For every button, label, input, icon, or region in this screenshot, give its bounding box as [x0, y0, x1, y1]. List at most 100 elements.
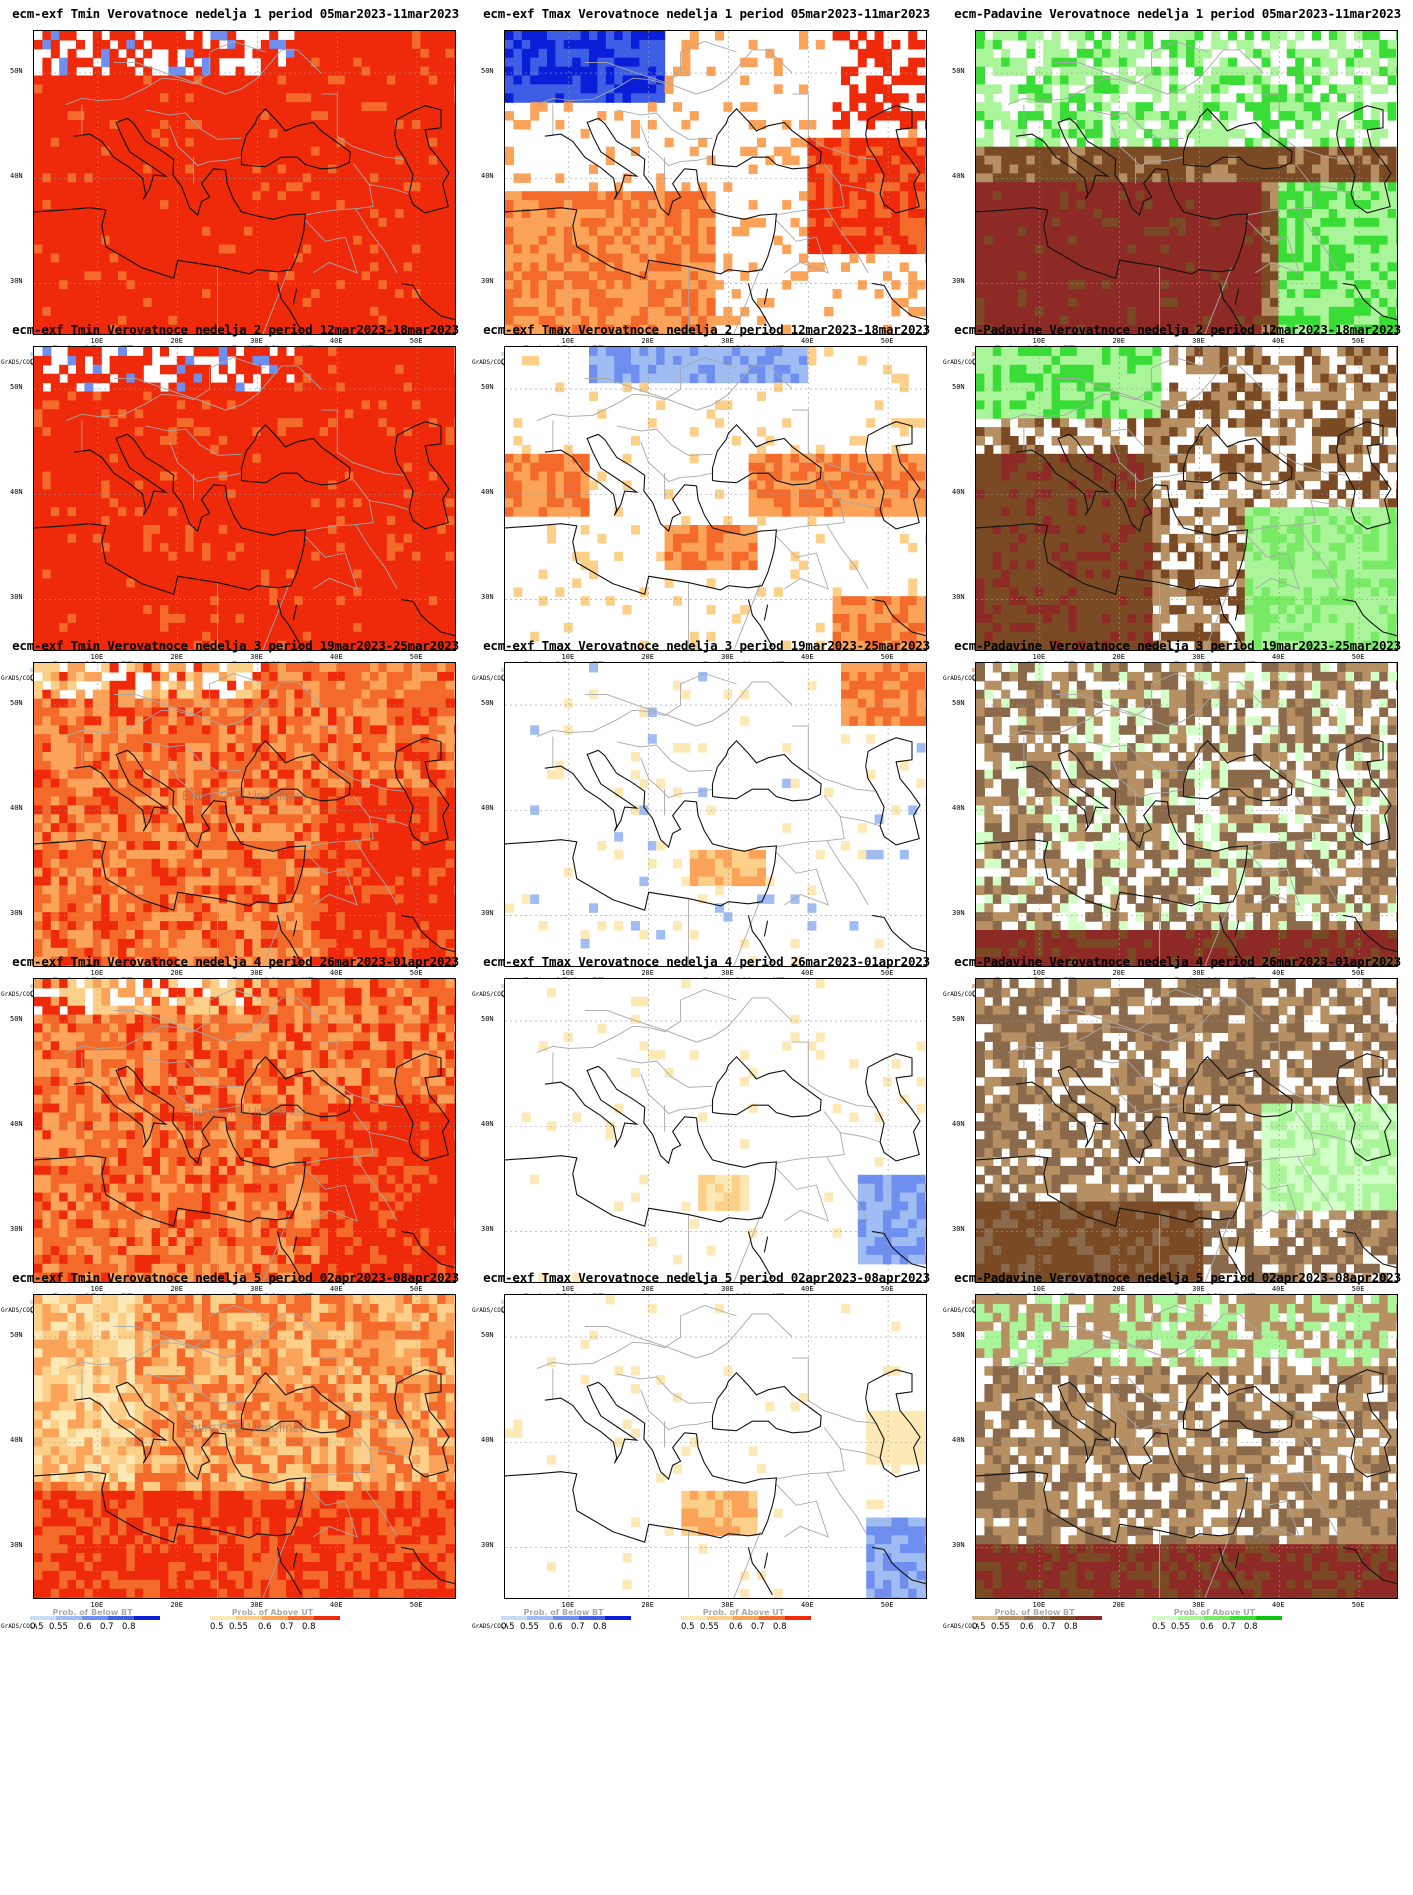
- longitude-label: 10E: [90, 969, 104, 977]
- forecast-panel: ecm-exf Tmin Verovatnoce nedelja 4 perio…: [0, 948, 471, 1327]
- forecast-map-canvas: [976, 979, 1397, 1282]
- legend-title: Prob. of Below BT: [994, 1608, 1075, 1617]
- latitude-label: 50N: [481, 67, 494, 76]
- longitude-label: 50E: [880, 337, 894, 345]
- graticule: [976, 31, 1397, 334]
- longitude-label: 10E: [90, 653, 104, 661]
- latitude-label: 40N: [952, 172, 965, 181]
- latitude-label: 40N: [952, 1120, 965, 1129]
- longitude-label: 40E: [329, 1285, 343, 1293]
- longitude-label: 20E: [1112, 1601, 1125, 1609]
- forecast-map-canvas: [34, 979, 455, 1282]
- longitude-label: 10E: [561, 653, 575, 661]
- forecast-map-canvas: [505, 347, 926, 650]
- latitude-label: 30N: [481, 593, 494, 602]
- latitude-label: 30N: [952, 909, 965, 918]
- latitude-label: 50N: [952, 383, 965, 392]
- country-borders: [536, 357, 881, 650]
- grads-credit: GrADS/COLA: [1, 359, 38, 366]
- color-legend: Prob. of Above UT 0.5 0.55 0.6 0.7 0.8: [681, 1608, 861, 1642]
- longitude-label: 30E: [721, 1601, 734, 1609]
- color-legend: Prob. of Below BT 0.5 0.55 0.6 0.7 0.8: [30, 1608, 210, 1642]
- probability-field: [976, 1295, 1397, 1598]
- longitude-label: 10E: [1032, 1285, 1046, 1293]
- longitude-label: 20E: [641, 337, 654, 345]
- legend-tick-label: 0.5: [1152, 1622, 1166, 1632]
- probability-map: [504, 1294, 927, 1599]
- probability-field: [505, 1295, 926, 1598]
- probability-map: [504, 346, 927, 651]
- longitude-label: 50E: [880, 969, 894, 977]
- coastlines: [34, 105, 455, 331]
- forecast-map-canvas: [505, 1295, 926, 1598]
- country-borders: [65, 357, 410, 650]
- graticule: [505, 663, 926, 966]
- longitude-label: 30E: [1192, 969, 1205, 977]
- latitude-label: 30N: [481, 909, 494, 918]
- longitude-label: 10E: [561, 969, 575, 977]
- legend-tick-label: 0.55: [49, 1622, 68, 1632]
- longitude-label: 10E: [1032, 1601, 1046, 1609]
- longitude-label: 50E: [409, 1285, 423, 1293]
- probability-map: [975, 978, 1398, 1283]
- longitude-label: 50E: [409, 337, 423, 345]
- longitude-label: 30E: [1192, 1601, 1205, 1609]
- coastlines: [976, 1053, 1397, 1279]
- longitude-label: 10E: [561, 1285, 575, 1293]
- country-borders: [1007, 357, 1352, 650]
- longitude-label: 30E: [1192, 1285, 1205, 1293]
- longitude-label: 50E: [1351, 1285, 1365, 1293]
- legend-tick-label: 0.6: [549, 1622, 563, 1632]
- forecast-panel: ecm-Padavine Verovatnoce nedelja 2 perio…: [942, 316, 1413, 695]
- panel-title: ecm-exf Tmax Verovatnoce nedelja 1 perio…: [483, 6, 930, 21]
- probability-map: [504, 662, 927, 967]
- latitude-label: 30N: [481, 1225, 494, 1234]
- probability-field: [34, 31, 455, 334]
- graticule: [505, 1295, 926, 1598]
- probability-map: [975, 30, 1398, 335]
- latitude-label: 50N: [10, 699, 23, 708]
- coastlines: [505, 737, 926, 963]
- legend-tick-label: 0.5: [681, 1622, 695, 1632]
- country-borders: [536, 989, 881, 1282]
- panel-title: ecm-exf Tmax Verovatnoce nedelja 2 perio…: [483, 322, 930, 337]
- coastlines: [976, 1369, 1397, 1595]
- latitude-label: 40N: [10, 172, 23, 181]
- forecast-panel: ecm-exf Tmin Verovatnoce nedelja 3 perio…: [0, 632, 471, 1011]
- probability-map: [975, 662, 1398, 967]
- panel-title: ecm-exf Tmin Verovatnoce nedelja 1 perio…: [12, 6, 459, 21]
- longitude-label: 40E: [1271, 1601, 1285, 1609]
- probability-field: [34, 979, 455, 1282]
- latitude-label: 40N: [952, 1436, 965, 1445]
- legend-tick-label: 0.55: [520, 1622, 539, 1632]
- color-legend: Prob. of Below BT 0.5 0.55 0.6 0.7 0.8: [972, 1608, 1152, 1642]
- color-legend: Prob. of Above UT 0.5 0.55 0.6 0.7 0.8: [210, 1608, 390, 1642]
- grads-credit: GrADS/COLA: [943, 675, 980, 682]
- latitude-label: 30N: [10, 1541, 23, 1550]
- legend-tick-label: 0.7: [1042, 1622, 1056, 1632]
- forecast-panel: ecm-exf Tmax Verovatnoce nedelja 4 perio…: [471, 948, 942, 1327]
- longitude-label: 40E: [800, 1601, 814, 1609]
- legend-tick-label: 0.6: [729, 1622, 743, 1632]
- longitude-label: 40E: [800, 1285, 814, 1293]
- latitude-label: 50N: [952, 699, 965, 708]
- panel-title: ecm-exf Tmin Verovatnoce nedelja 2 perio…: [12, 322, 459, 337]
- panel-title: ecm-exf Tmax Verovatnoce nedelja 3 perio…: [483, 638, 930, 653]
- graticule: [505, 979, 926, 1282]
- graticule: [505, 347, 926, 650]
- longitude-label: 10E: [90, 1285, 104, 1293]
- longitude-label: 30E: [250, 969, 263, 977]
- latitude-label: 50N: [481, 699, 494, 708]
- panel-title: ecm-Padavine Verovatnoce nedelja 5 perio…: [954, 1270, 1401, 1285]
- legend-title: Prob. of Below BT: [52, 1608, 133, 1617]
- latitude-label: 30N: [481, 1541, 494, 1550]
- longitude-label: 50E: [1351, 653, 1365, 661]
- latitude-label: 40N: [10, 488, 23, 497]
- country-borders: [1007, 1305, 1352, 1598]
- panel-title: ecm-Padavine Verovatnoce nedelja 1 perio…: [954, 6, 1401, 21]
- legend-tick-label: 0.55: [1171, 1622, 1190, 1632]
- grads-credit: GrADS/COLA: [472, 1623, 509, 1630]
- legend-tick-label: 0.6: [78, 1622, 92, 1632]
- legend-tick-label: 0.55: [700, 1622, 719, 1632]
- legend-tick-label: 0.7: [280, 1622, 294, 1632]
